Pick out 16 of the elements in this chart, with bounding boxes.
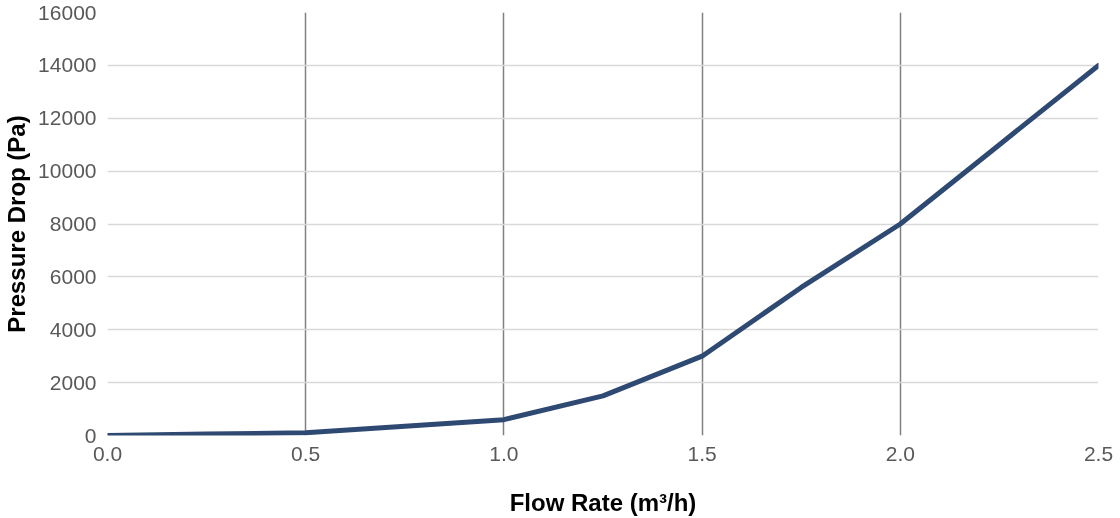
x-tick-label: 1.5 xyxy=(687,441,717,465)
y-tick-label: 0 xyxy=(84,423,97,447)
y-tick-label: 8000 xyxy=(49,212,97,235)
x-tick-label: 2.5 xyxy=(1083,441,1114,465)
y-axis-title: Pressure Drop (Pa) xyxy=(3,115,31,333)
x-tick-label: 2.0 xyxy=(885,441,915,465)
y-tick-label: 10000 xyxy=(38,159,97,183)
y-tick-label: 12000 xyxy=(38,106,97,130)
y-tick-label: 4000 xyxy=(49,317,97,341)
y-tick-label: 6000 xyxy=(49,264,97,288)
x-axis-title: Flow Rate (m³/h) xyxy=(509,488,697,516)
y-tick-label: 14000 xyxy=(38,53,97,77)
y-tick-label: 2000 xyxy=(49,370,97,394)
x-tick-label: 0.5 xyxy=(291,441,321,465)
x-tick-label: 1.0 xyxy=(489,441,519,465)
y-tick-label: 16000 xyxy=(38,0,97,24)
